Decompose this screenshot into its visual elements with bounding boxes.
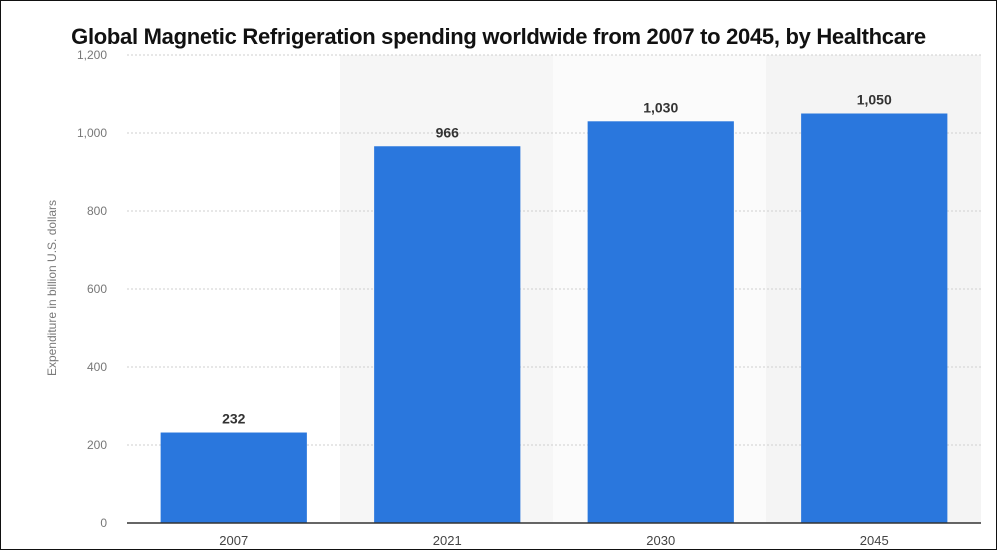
y-tick-label: 400 (87, 360, 107, 374)
y-tick-label: 200 (87, 438, 107, 452)
data-label-2045: 1,050 (857, 92, 892, 108)
chart-title: Global Magnetic Refrigeration spending w… (71, 24, 926, 49)
bar-2030 (587, 121, 734, 524)
x-tick-labels: 2007 2021 2030 2045 (219, 533, 888, 548)
data-label-2021: 966 (436, 124, 460, 140)
data-labels: 232 966 1,030 1,050 (222, 92, 892, 427)
x-tick-label-2007: 2007 (219, 533, 248, 548)
bar-2021 (374, 146, 521, 523)
y-tick-labels: 0 200 400 600 800 1,000 1,200 (77, 48, 107, 530)
bar-2045 (801, 113, 948, 523)
y-tick-label: 1,200 (77, 48, 107, 62)
data-label-2007: 232 (222, 411, 246, 427)
data-label-2030: 1,030 (643, 99, 678, 115)
bars (160, 113, 948, 524)
y-tick-label: 800 (87, 204, 107, 218)
x-tick-label-2021: 2021 (433, 533, 462, 548)
bar-2007 (160, 432, 307, 523)
y-tick-label: 1,000 (77, 126, 107, 140)
x-tick-label-2030: 2030 (646, 533, 675, 548)
y-tick-label: 600 (87, 282, 107, 296)
x-tick-label-2045: 2045 (860, 533, 889, 548)
y-tick-label: 0 (100, 516, 107, 530)
